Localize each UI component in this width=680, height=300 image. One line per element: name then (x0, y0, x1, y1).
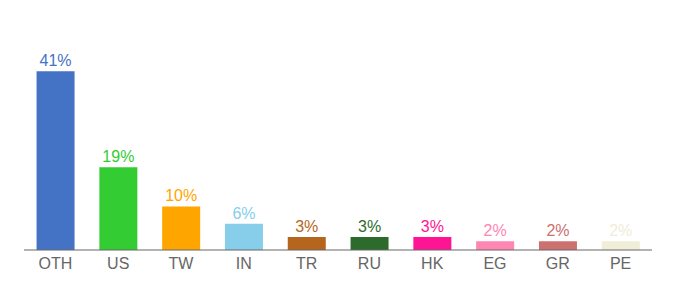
svg-text:OTH: OTH (39, 255, 73, 272)
svg-text:PE: PE (610, 255, 631, 272)
svg-text:2%: 2% (484, 222, 507, 239)
svg-text:2%: 2% (609, 222, 632, 239)
svg-text:US: US (107, 255, 129, 272)
svg-text:41%: 41% (40, 52, 72, 69)
svg-text:IN: IN (236, 255, 252, 272)
svg-text:EG: EG (483, 255, 506, 272)
svg-text:TR: TR (296, 255, 317, 272)
svg-text:10%: 10% (165, 187, 197, 204)
svg-text:3%: 3% (358, 218, 381, 235)
svg-text:RU: RU (358, 255, 381, 272)
svg-text:19%: 19% (102, 148, 134, 165)
svg-text:HK: HK (421, 255, 444, 272)
svg-text:2%: 2% (546, 222, 569, 239)
svg-text:TW: TW (169, 255, 195, 272)
svg-text:GR: GR (546, 255, 570, 272)
svg-text:3%: 3% (295, 218, 318, 235)
svg-text:3%: 3% (421, 218, 444, 235)
svg-text:6%: 6% (232, 205, 255, 222)
